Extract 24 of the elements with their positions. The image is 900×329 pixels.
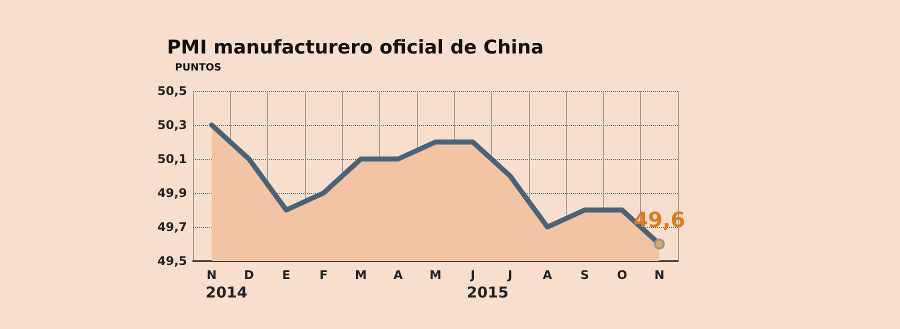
x-tick-label: J	[506, 268, 512, 282]
x-tick-label: A	[542, 268, 553, 282]
y-tick-label: 49,7	[157, 220, 187, 234]
y-axis-title: PUNTOS	[175, 62, 222, 74]
x-tick-label: F	[319, 268, 328, 282]
x-tick-label: N	[206, 268, 217, 282]
x-tick-label: D	[244, 268, 254, 282]
data-label: 49,6	[633, 208, 686, 232]
x-tick-label: J	[470, 268, 476, 282]
x-tick-label: S	[580, 268, 590, 282]
x-tick-label: O	[616, 268, 628, 282]
x-tick-label: M	[354, 268, 367, 282]
x-tick-label: A	[394, 268, 404, 282]
y-tick-label: 50,3	[157, 118, 187, 132]
x-tick-label: M	[430, 268, 442, 282]
text: 2015	[466, 284, 509, 302]
x-tick-label: E	[282, 268, 290, 282]
y-tick-label: 50,5	[157, 84, 187, 98]
y-tick-label: 49,5	[157, 254, 187, 268]
y-tick-label: 50,1	[157, 152, 187, 166]
chart-title: PMI manufacturero oficial de China	[167, 36, 544, 58]
x-tick-label: N	[654, 268, 664, 282]
text: 2014	[206, 284, 248, 302]
y-tick-label: 49,9	[157, 186, 187, 200]
